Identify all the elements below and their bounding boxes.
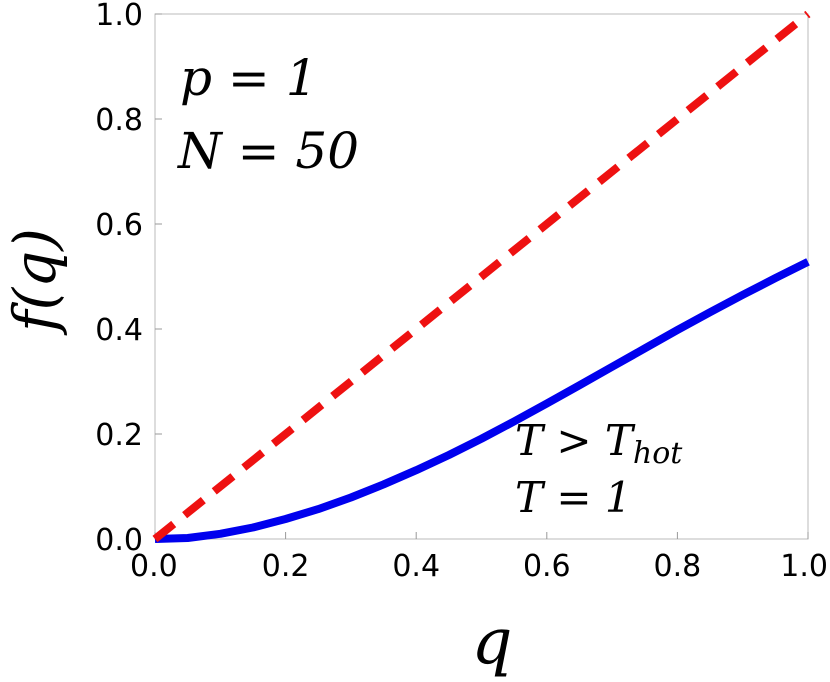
x-tick-label: 0.4 bbox=[392, 549, 440, 584]
plot-frame bbox=[154, 13, 809, 540]
y-tick-label: 0.8 bbox=[95, 103, 143, 138]
x-tick-label: 0.0 bbox=[130, 549, 178, 584]
annotation-n: N = 50 bbox=[177, 122, 359, 180]
annotation-temp-sub: hot bbox=[633, 436, 683, 471]
series-line-solid bbox=[154, 258, 810, 543]
series-line-dashed bbox=[152, 10, 811, 543]
y-tick-label: 0.4 bbox=[95, 313, 143, 348]
annotation-temp-condition: T > Thot bbox=[515, 416, 683, 471]
y-tick-label: 1.0 bbox=[95, 0, 143, 33]
y-tick-label: 0.0 bbox=[95, 523, 143, 558]
series-group bbox=[152, 10, 811, 543]
x-tick-label: 0.8 bbox=[654, 549, 702, 584]
x-tick-label: 0.6 bbox=[523, 549, 571, 584]
annotation-temp-value: T = 1 bbox=[515, 473, 632, 522]
axis-ticks: 0.0 0.2 0.4 0.6 0.8 1.0 0.0 0.2 0.4 0.6 0.8 1.0 bbox=[95, 0, 828, 584]
annotation-temp-main: T > T bbox=[515, 416, 636, 465]
y-tick-label: 0.2 bbox=[95, 418, 143, 453]
annotation-p: p = 1 bbox=[180, 49, 318, 107]
x-tick-label: 0.2 bbox=[262, 549, 310, 584]
x-tick-label: 1.0 bbox=[780, 549, 828, 584]
y-tick-label: 0.6 bbox=[95, 208, 143, 243]
y-axis-label: f(q) bbox=[1, 228, 69, 336]
x-axis-label: q bbox=[472, 605, 513, 679]
